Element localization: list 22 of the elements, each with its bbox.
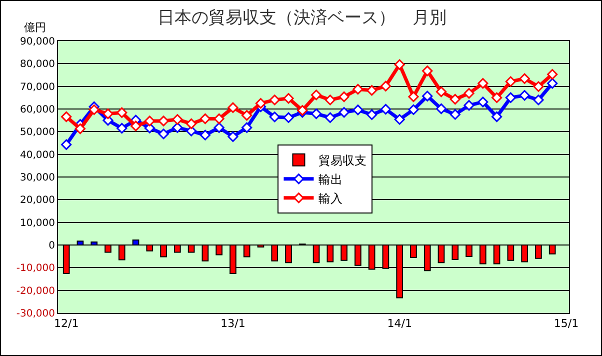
- y-tick-label: 80,000: [20, 59, 55, 70]
- x-tick-label: 13/1: [220, 317, 246, 330]
- y-tick-label: 30,000: [20, 172, 55, 184]
- y-axis-title: 億円: [24, 21, 46, 34]
- y-tick-label: 0: [48, 240, 55, 252]
- chart-title: 日本の貿易収支（決済ベース） 月別: [158, 8, 446, 28]
- y-tick-label: 90,000: [20, 36, 55, 48]
- y-tick-label: 40,000: [20, 150, 55, 161]
- y-tick-label: -30,000: [16, 308, 55, 320]
- x-tick-label: 15/1: [554, 317, 579, 330]
- y-tick-label: 70,000: [20, 82, 55, 93]
- x-tick-label: 14/1: [387, 317, 412, 330]
- y-tick-label: 10,000: [20, 218, 55, 229]
- y-tick-label: -10,000: [16, 263, 55, 274]
- y-tick-label: 60,000: [20, 104, 55, 116]
- y-tick-label: 50,000: [20, 127, 55, 138]
- legend-label: 輸出: [318, 172, 343, 187]
- y-tick-label: -20,000: [16, 286, 55, 297]
- legend-label: 貿易収支: [318, 154, 367, 168]
- y-tick-label: 20,000: [20, 195, 55, 206]
- legend-label: 輸入: [318, 192, 343, 206]
- x-tick-label: 12/1: [54, 317, 79, 330]
